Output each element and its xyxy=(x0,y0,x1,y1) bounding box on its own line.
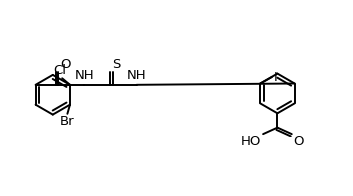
Text: S: S xyxy=(112,58,121,71)
Text: Cl: Cl xyxy=(54,64,67,77)
Text: HO: HO xyxy=(241,135,261,148)
Text: O: O xyxy=(60,58,71,71)
Text: Br: Br xyxy=(60,115,75,128)
Text: O: O xyxy=(294,135,304,148)
Text: NH: NH xyxy=(74,69,94,82)
Text: I: I xyxy=(274,71,278,83)
Text: NH: NH xyxy=(127,69,146,82)
